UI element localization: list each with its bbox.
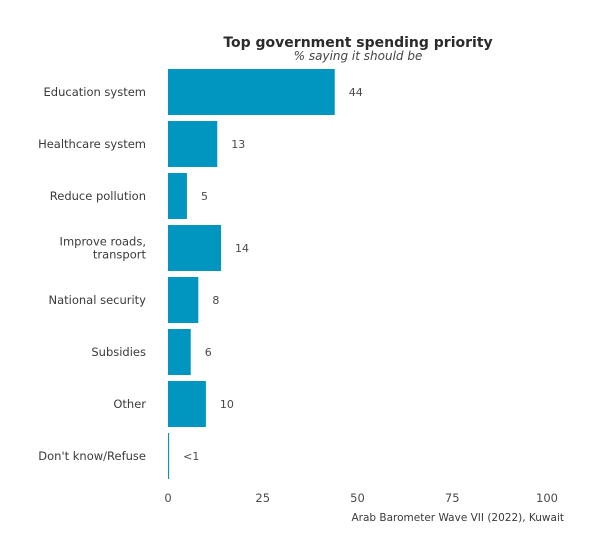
category-label: Improve roads, transport <box>60 235 147 262</box>
bar <box>168 69 335 115</box>
category-label: Other <box>113 397 146 411</box>
bar <box>168 225 222 271</box>
bar <box>168 381 206 427</box>
value-label: 6 <box>205 346 212 359</box>
value-label: 10 <box>220 398 234 411</box>
x-tick-label: 75 <box>445 491 460 505</box>
bar <box>168 121 218 167</box>
value-label: 13 <box>231 138 245 151</box>
x-tick-label: 50 <box>350 491 365 505</box>
value-labels: 44 13 5 14 8 6 10 <1 <box>183 86 363 463</box>
chart-subtitle: % saying it should be <box>294 49 423 63</box>
value-label: 14 <box>235 242 249 255</box>
category-labels: Education system Healthcare system Reduce … <box>38 85 146 463</box>
value-label: 5 <box>201 190 208 203</box>
bar <box>168 277 199 323</box>
x-tick-label: 25 <box>255 491 270 505</box>
x-tick-label: 100 <box>536 491 558 505</box>
category-label: Subsidies <box>91 345 146 359</box>
bars-group <box>168 69 335 479</box>
x-axis-ticks: 0 25 50 75 100 <box>164 491 558 505</box>
bar <box>168 433 170 479</box>
category-label: Education system <box>44 85 146 99</box>
x-tick-label: 0 <box>164 491 171 505</box>
bar <box>168 329 191 375</box>
category-label: Don't know/Refuse <box>38 449 146 463</box>
value-label: 44 <box>349 86 363 99</box>
value-label: 8 <box>212 294 219 307</box>
value-label: <1 <box>183 450 199 463</box>
category-label: Healthcare system <box>38 137 146 151</box>
bar <box>168 173 187 219</box>
category-label: Reduce pollution <box>50 189 146 203</box>
category-label: National security <box>49 293 147 307</box>
chart-title: Top government spending priority <box>223 35 492 51</box>
chart-caption: Arab Barometer Wave VII (2022), Kuwait <box>351 512 564 524</box>
